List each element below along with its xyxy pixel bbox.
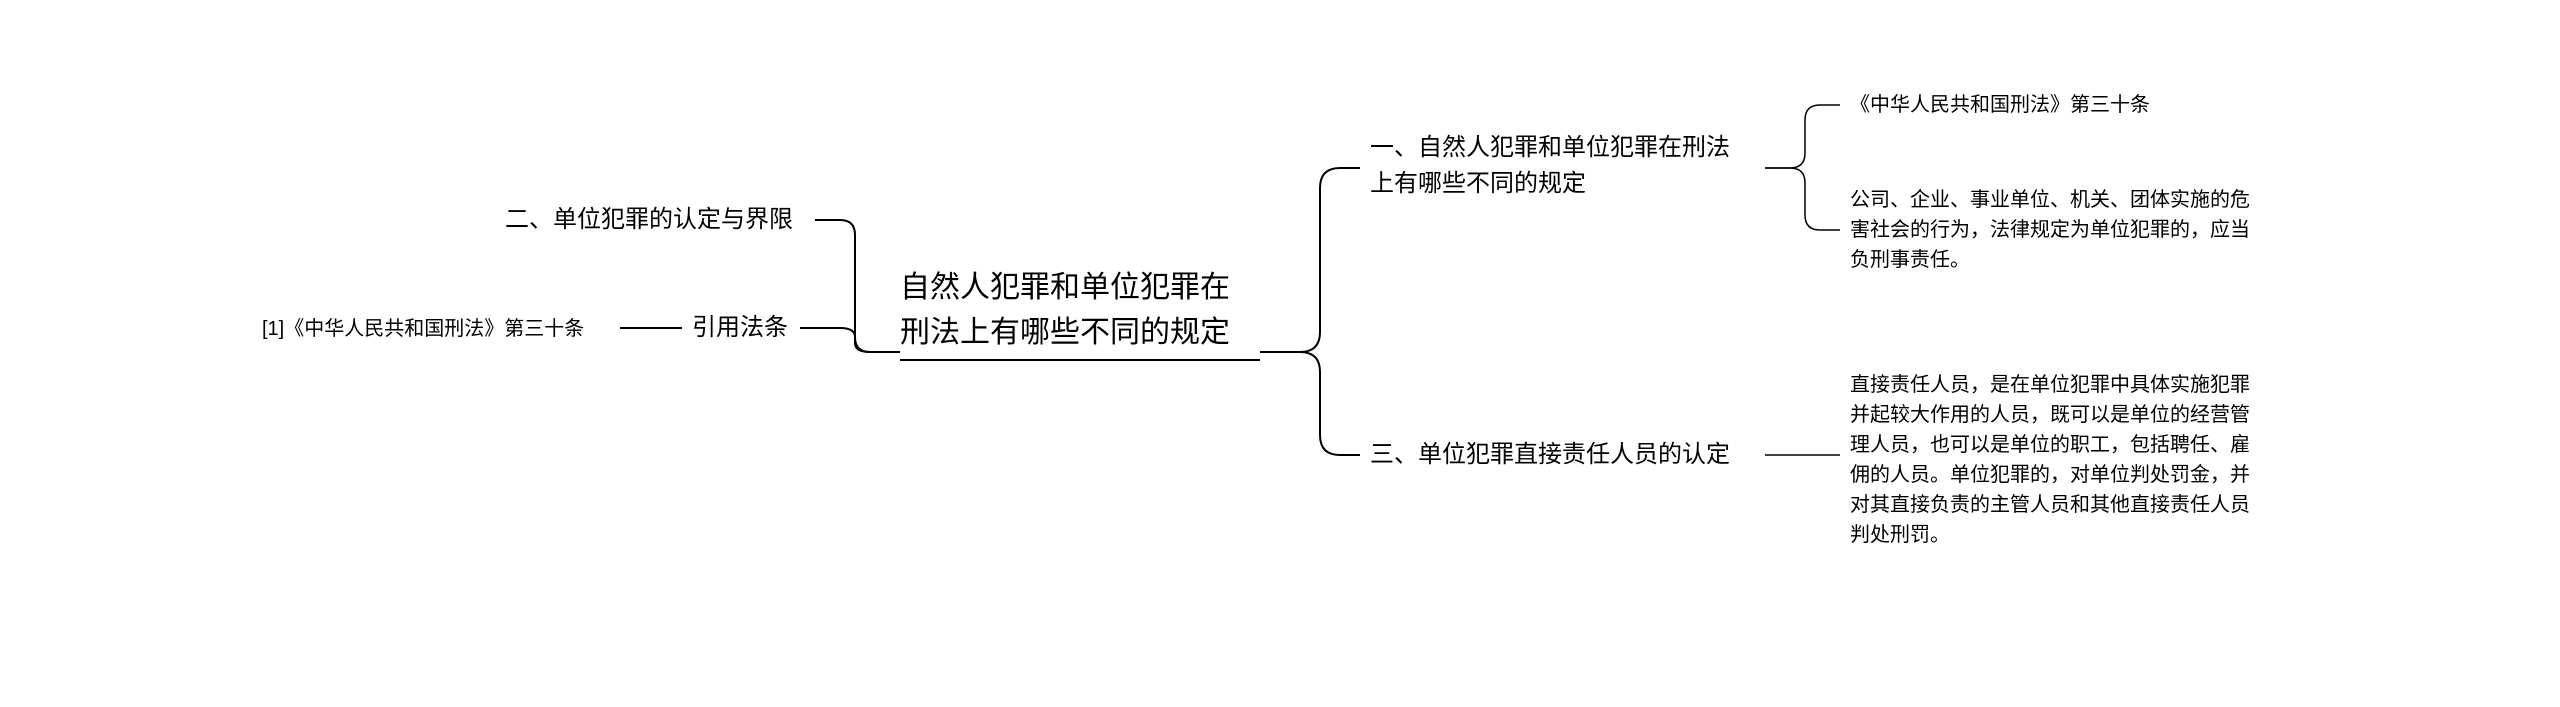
left-branch-2-label: 引用法条: [692, 314, 788, 341]
right-branch-1-c2-l2: 害社会的行为，法律规定为单位犯罪的，应当: [1850, 219, 2250, 241]
right-branch-1-line2: 上有哪些不同的规定: [1370, 170, 1586, 197]
right-branch-1-c2-l3: 负刑事责任。: [1850, 249, 1970, 271]
right-branch-3-c-l6: 判处刑罚。: [1850, 524, 1950, 546]
right-branch-3-c-l5: 对其直接负责的主管人员和其他直接责任人员: [1850, 494, 2250, 516]
right-branch-1-line1: 一、自然人犯罪和单位犯罪在刑法: [1370, 134, 1730, 161]
right-branch-3-content: 直接责任人员，是在单位犯罪中具体实施犯罪 并起较大作用的人员，既可以是单位的经营…: [1850, 370, 2290, 550]
right-branch-3-c-l2: 并起较大作用的人员，既可以是单位的经营管: [1850, 404, 2250, 426]
root-line2: 刑法上有哪些不同的规定: [900, 316, 1230, 349]
right-branch-responsible-persons: 三、单位犯罪直接责任人员的认定: [1370, 437, 1730, 473]
left-branch-citation-ref: [1]《中华人民共和国刑法》第三十条: [262, 314, 584, 344]
right-branch-3-c-l4: 佣的人员。单位犯罪的，对单位判处罚金，并: [1850, 464, 2250, 486]
right-branch-3-c-l3: 理人员，也可以是单位的职工，包括聘任、雇: [1850, 434, 2250, 456]
root-node: 自然人犯罪和单位犯罪在 刑法上有哪些不同的规定: [900, 265, 1260, 361]
left-branch-citation: 引用法条: [692, 310, 788, 346]
right-branch-3-label: 三、单位犯罪直接责任人员的认定: [1370, 441, 1730, 468]
right-branch-1-law-article: 《中华人民共和国刑法》第三十条: [1850, 90, 2150, 120]
right-branch-differences: 一、自然人犯罪和单位犯罪在刑法 上有哪些不同的规定: [1370, 130, 1770, 202]
root-line1: 自然人犯罪和单位犯罪在: [900, 271, 1230, 304]
left-branch-1-label: 二、单位犯罪的认定与界限: [505, 206, 793, 233]
right-branch-1-law-content: 公司、企业、事业单位、机关、团体实施的危 害社会的行为，法律规定为单位犯罪的，应…: [1850, 185, 2290, 275]
right-branch-1-c2-l1: 公司、企业、事业单位、机关、团体实施的危: [1850, 189, 2250, 211]
right-branch-3-c-l1: 直接责任人员，是在单位犯罪中具体实施犯罪: [1850, 374, 2250, 396]
left-branch-2-child-label: [1]《中华人民共和国刑法》第三十条: [262, 318, 584, 340]
connector-svg: [0, 0, 2560, 707]
right-branch-1-c1-label: 《中华人民共和国刑法》第三十条: [1850, 94, 2150, 116]
left-branch-unit-crime-definition: 二、单位犯罪的认定与界限: [505, 202, 793, 238]
